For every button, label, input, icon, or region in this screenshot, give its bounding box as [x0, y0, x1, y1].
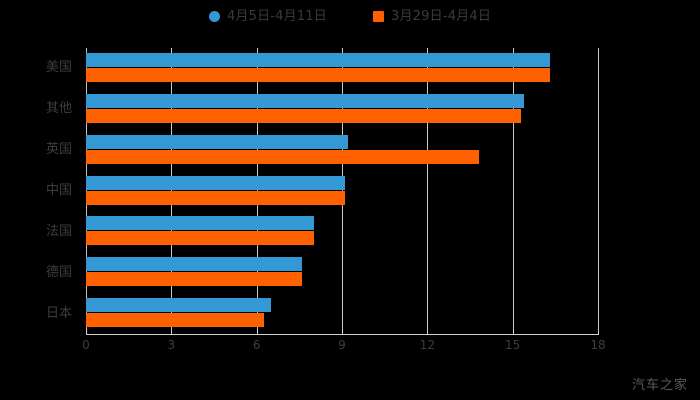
bar-group-英国: [86, 134, 598, 164]
bar-group-美国: [86, 52, 598, 82]
y-axis-label-德国: 德国: [45, 264, 72, 280]
x-axis-tick-6: [256, 329, 258, 335]
bar-日本-series-2[interactable]: [86, 313, 264, 328]
watermark-autohome: 汽车之家: [631, 378, 688, 393]
chart-legend: 4月5日-4月11日 3月29日-4月4日: [0, 10, 700, 23]
y-axis-label-美国: 美国: [45, 60, 72, 76]
bar-法国-series-1[interactable]: [86, 216, 314, 231]
y-axis-label-其他: 其他: [45, 101, 72, 117]
legend-label-series-1: 4月5日-4月11日: [226, 9, 327, 24]
x-axis-tick-label-15: 15: [505, 338, 521, 352]
y-axis-label-日本: 日本: [45, 305, 72, 321]
legend-item-series-1[interactable]: 4月5日-4月11日: [208, 9, 327, 24]
gridline-18: [598, 48, 599, 334]
x-axis-tick-18: [598, 329, 599, 335]
x-axis-tick-label-3: 3: [167, 338, 176, 352]
bar-其他-series-1[interactable]: [86, 93, 525, 108]
x-axis-tick-label-0: 0: [82, 338, 90, 352]
gridline-12: [427, 48, 429, 334]
legend-item-series-2[interactable]: 3月29日-4月4日: [373, 10, 491, 23]
y-axis-label-中国: 中国: [45, 183, 72, 198]
bar-group-其他: [86, 93, 598, 123]
bar-美国-series-1[interactable]: [86, 52, 550, 67]
bar-group-日本: [86, 298, 598, 328]
x-axis-tick-12: [427, 329, 429, 335]
bar-中国-series-1[interactable]: [86, 175, 345, 190]
bar-美国-series-2[interactable]: [86, 67, 550, 82]
gridline-15: [512, 48, 514, 334]
bar-日本-series-1[interactable]: [86, 298, 271, 313]
legend-label-series-2: 3月29日-4月4日: [391, 9, 492, 24]
bar-英国-series-2[interactable]: [86, 149, 479, 164]
bar-group-法国: [86, 216, 598, 246]
y-axis-label-法国: 法国: [45, 223, 72, 239]
y-axis-label-英国: 英国: [45, 142, 72, 158]
x-axis-tick-15: [512, 329, 514, 335]
x-axis-tick-9: [342, 329, 343, 335]
bar-英国-series-1[interactable]: [86, 134, 348, 149]
x-axis-tick-3: [171, 329, 173, 335]
x-axis-tick-label-9: 9: [338, 338, 346, 352]
x-axis-tick-label-18: 18: [590, 338, 606, 352]
legend-swatch-circle-icon: [208, 11, 220, 22]
bar-group-中国: [86, 175, 598, 205]
bar-德国-series-2[interactable]: [86, 272, 303, 287]
bar-中国-series-2[interactable]: [86, 190, 345, 205]
bar-group-德国: [86, 257, 598, 287]
bar-其他-series-2[interactable]: [86, 108, 522, 123]
plot-area: [86, 48, 599, 334]
y-axis-labels: 美国其他英国中国法国德国日本: [0, 48, 72, 334]
x-axis-tick-label-6: 6: [252, 338, 261, 352]
bar-法国-series-2[interactable]: [86, 231, 314, 246]
x-axis-tick-0: [86, 329, 87, 335]
legend-swatch-square-icon: [373, 11, 384, 22]
x-axis-tick-label-12: 12: [419, 338, 435, 352]
bar-德国-series-1[interactable]: [86, 257, 303, 272]
